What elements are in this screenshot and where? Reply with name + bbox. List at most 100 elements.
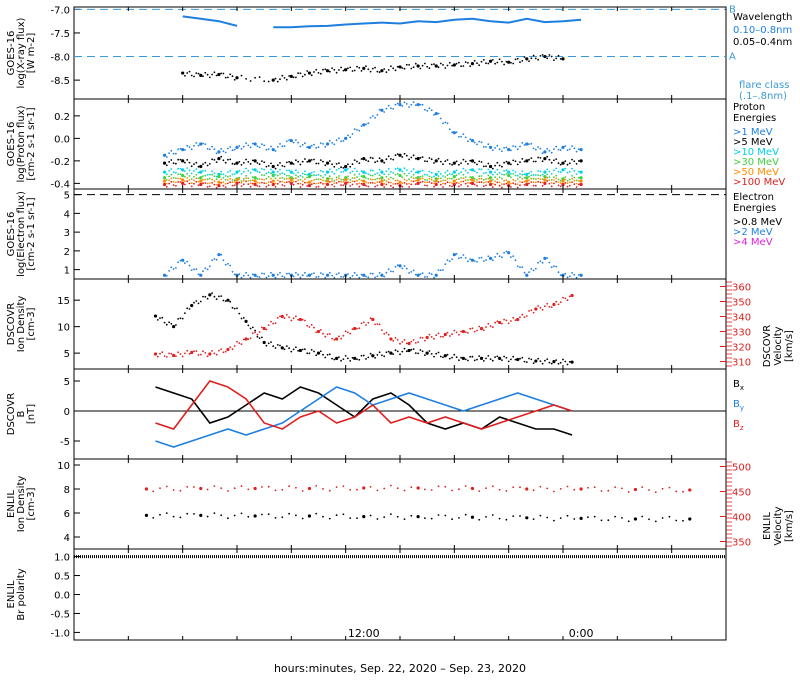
data-point bbox=[453, 329, 456, 332]
data-point bbox=[360, 179, 363, 182]
data-point bbox=[356, 176, 358, 178]
data-point bbox=[428, 175, 431, 178]
data-point bbox=[390, 171, 392, 173]
data-point bbox=[333, 172, 336, 175]
data-point bbox=[195, 142, 198, 144]
data-point bbox=[424, 354, 426, 356]
y2-tick-label: 500 bbox=[732, 463, 751, 474]
data-point bbox=[537, 261, 539, 264]
data-point bbox=[378, 323, 381, 326]
data-point bbox=[227, 175, 229, 178]
data-point bbox=[523, 56, 526, 58]
series-By bbox=[155, 386, 573, 448]
data-point bbox=[353, 180, 356, 183]
data-point bbox=[444, 182, 447, 185]
data-point bbox=[251, 159, 254, 162]
data-point bbox=[263, 174, 266, 177]
data-point bbox=[530, 174, 533, 177]
data-point bbox=[276, 170, 279, 173]
data-point bbox=[267, 171, 270, 174]
data-point bbox=[510, 61, 512, 64]
data-point bbox=[487, 322, 490, 325]
data-point bbox=[550, 266, 553, 269]
data-point bbox=[469, 168, 472, 171]
data-point bbox=[501, 322, 503, 325]
data-point bbox=[283, 181, 286, 184]
series-0.05–0.4nm bbox=[181, 54, 565, 83]
data-point bbox=[186, 180, 189, 183]
data-point bbox=[281, 488, 284, 491]
data-point bbox=[396, 167, 399, 170]
data-point bbox=[452, 175, 456, 179]
data-point bbox=[521, 181, 524, 184]
data-point bbox=[283, 178, 286, 180]
data-point bbox=[510, 320, 512, 322]
data-point bbox=[380, 159, 384, 163]
data-point bbox=[179, 516, 182, 519]
legend-title: Wavelength bbox=[733, 12, 792, 23]
data-point bbox=[297, 72, 299, 75]
data-point bbox=[668, 486, 671, 489]
data-point bbox=[496, 61, 499, 64]
data-point bbox=[448, 173, 451, 175]
data-point bbox=[258, 163, 261, 166]
data-point bbox=[519, 181, 521, 183]
data-point bbox=[439, 117, 442, 120]
data-point bbox=[376, 172, 379, 175]
data-point bbox=[215, 152, 218, 155]
data-point bbox=[568, 275, 571, 278]
data-point bbox=[365, 123, 367, 126]
y-axis-label: [cm-3] bbox=[26, 487, 37, 520]
data-point bbox=[548, 305, 551, 308]
data-point bbox=[315, 174, 318, 177]
data-point bbox=[306, 176, 309, 179]
data-point bbox=[559, 517, 562, 519]
data-point bbox=[505, 319, 508, 322]
data-point bbox=[313, 350, 315, 353]
data-point bbox=[172, 515, 175, 518]
data-point bbox=[414, 352, 417, 354]
data-point bbox=[537, 174, 539, 177]
data-point bbox=[292, 180, 295, 183]
data-point bbox=[523, 173, 526, 176]
data-point bbox=[347, 175, 349, 178]
data-point bbox=[579, 176, 583, 180]
data-point bbox=[240, 164, 243, 166]
data-point bbox=[313, 272, 315, 275]
data-point bbox=[215, 187, 218, 189]
data-point bbox=[251, 168, 254, 171]
data-point bbox=[387, 178, 390, 181]
data-point bbox=[204, 174, 207, 177]
data-point bbox=[577, 160, 580, 162]
data-point bbox=[313, 326, 315, 329]
data-point bbox=[390, 158, 392, 160]
data-point bbox=[467, 181, 469, 184]
data-point bbox=[233, 148, 236, 151]
data-point bbox=[220, 182, 223, 184]
data-point bbox=[539, 170, 542, 173]
data-point bbox=[410, 180, 413, 182]
data-point bbox=[297, 273, 299, 276]
data-point bbox=[654, 491, 657, 493]
data-point bbox=[376, 181, 379, 184]
data-point bbox=[179, 259, 182, 262]
data-point bbox=[516, 317, 520, 322]
data-point bbox=[476, 62, 478, 65]
data-point bbox=[304, 348, 306, 351]
data-point bbox=[236, 340, 238, 343]
data-point bbox=[331, 142, 333, 144]
data-point bbox=[546, 168, 549, 171]
data-point bbox=[383, 487, 386, 490]
data-point bbox=[162, 182, 167, 187]
data-point bbox=[256, 181, 259, 184]
data-point bbox=[510, 182, 512, 185]
data-point bbox=[240, 317, 243, 320]
data-point bbox=[288, 316, 290, 318]
data-point bbox=[256, 177, 259, 180]
data-point bbox=[253, 486, 257, 491]
data-point bbox=[319, 272, 322, 274]
data-point bbox=[482, 260, 485, 262]
data-point bbox=[217, 175, 221, 179]
data-point bbox=[304, 73, 306, 76]
data-point bbox=[396, 339, 399, 341]
